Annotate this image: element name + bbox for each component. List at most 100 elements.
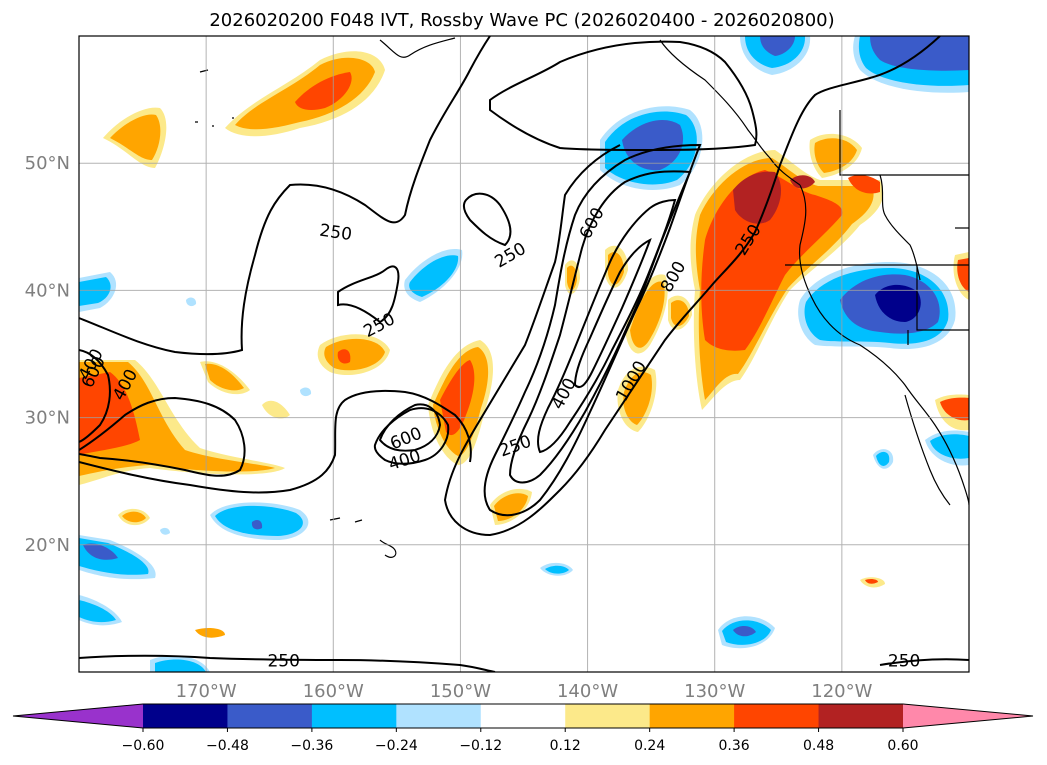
colorbar-tick-label: −0.24 [375,738,418,754]
positive-anomaly-patch [195,627,225,638]
positive-anomaly-patch [79,362,275,476]
ivt-contour-400 [373,407,450,465]
positive-anomaly-patch [324,338,385,371]
negative-anomaly-patch [251,520,263,530]
positive-anomaly-patch [608,252,624,285]
positive-anomaly-patch [110,114,161,160]
positive-anomaly-patch [79,372,140,455]
colorbar-tick-label: 0.36 [719,738,750,754]
colorbar-tick-label: −0.36 [290,738,333,754]
colorbar-tick-label: −0.12 [459,738,502,754]
positive-anomaly-patch [790,175,815,189]
ivt-contour-250 [79,390,472,494]
negative-anomaly-patch [155,659,206,672]
latitude-label: 30°N [25,408,70,429]
ivt-contour-600 [79,349,111,443]
colorbar-tick-label: 0.24 [634,738,665,754]
longitude-label: 120°W [811,681,872,702]
longitude-label: 150°W [430,681,491,702]
longitude-label: 170°W [176,681,237,702]
ivt-contour-600 [378,403,442,452]
positive-anomaly-patch [814,138,857,173]
ivt-contour-400 [79,396,246,477]
latitude-labels: 20°N 30°N 40°N 50°N [25,153,70,556]
negative-anomaly-patch [409,255,459,297]
negative-anomaly-patch [622,120,684,171]
negative-anomaly-patch [300,387,312,397]
ivt-contour-1000 [573,237,652,389]
positive-anomaly-patch [205,363,244,391]
positive-anomaly-patch [701,170,843,351]
colorbar-segment [734,704,820,728]
ivt-contour-250 [462,192,512,247]
ivt-contour-250 [337,265,400,324]
lat-lon-grid [79,36,969,672]
negative-anomaly-patch [876,451,890,466]
positive-anomaly-patch [940,397,969,421]
negative-anomaly-patch [83,543,118,560]
positive-anomaly-patch [671,300,689,327]
colorbar-segment [818,704,904,728]
colorbar-segment [480,704,566,728]
positive-anomaly-patch [630,281,665,348]
latitude-label: 50°N [25,153,70,174]
contour-label: 250 [888,652,920,672]
colorbar-extend-low [13,704,143,728]
positive-anomaly-patch [295,72,352,110]
ivt-contour-250 [489,40,758,152]
longitude-label: 160°W [303,681,364,702]
negative-anomaly-patch [733,626,756,637]
map-frame [78,35,970,673]
negative-anomaly-patch [79,600,116,623]
colorbar: −0.60 −0.48 −0.36 −0.24 −0.12 0.12 0.24 0.36 0.4… [12,703,1034,754]
colorbar-tick-label: 0.12 [550,738,581,754]
latitude-label: 40°N [25,280,70,301]
colorbar-tick-label: −0.60 [122,738,165,754]
negative-anomaly-patch [186,297,197,307]
ivt-contour-600 [508,170,692,484]
positive-anomaly-patch [440,360,475,436]
positive-anomaly-patch [623,372,652,425]
ivt-contour-400 [483,143,702,517]
ivt-contour-250 [79,36,491,356]
ivt-contour-250 [79,654,496,672]
negative-anomaly-patch [79,277,111,306]
positive-anomaly-patch [865,578,878,584]
positive-anomaly-patch [957,258,969,292]
negative-anomaly-patch [930,434,969,459]
latitude-label: 20°N [25,535,70,556]
negative-anomaly-patch [545,565,569,574]
colorbar-segment [649,704,735,728]
positive-anomaly-patch [337,349,351,364]
positive-anomaly-patch [567,265,577,291]
colorbar-segment [311,704,397,728]
negative-anomaly-patch [760,36,795,56]
colorbar-segment [227,704,313,728]
longitude-labels: 170°W 160°W 150°W 140°W 130°W 120°W [176,681,873,702]
longitude-label: 140°W [557,681,618,702]
positive-anomaly-patch [733,171,782,224]
ivt-anomaly-shading [79,36,969,672]
positive-anomaly-patch [262,400,290,419]
negative-anomaly-patch [875,284,921,322]
coastlines-and-borders [195,37,969,558]
colorbar-extend-high [903,704,1033,728]
colorbar-segment [565,704,651,728]
positive-anomaly-patch [122,511,146,523]
ivt-contour-250 [443,36,941,537]
colorbar-segment [396,704,482,728]
positive-anomaly-patch [848,175,880,194]
contour-label: 250 [318,221,353,245]
colorbar-tick-label: −0.48 [206,738,249,754]
negative-anomaly-patch [160,527,170,535]
ivt-contour-250 [879,658,969,666]
ivt-contour-lines [79,36,969,672]
contour-label: 250 [267,652,299,672]
colorbar-segment [143,704,228,728]
figure-title: 2026020200 F048 IVT, Rossby Wave PC (202… [209,10,834,31]
colorbar-tick-label: 0.60 [887,738,918,754]
longitude-label: 130°W [684,681,745,702]
ivt-contour-800 [537,198,677,454]
